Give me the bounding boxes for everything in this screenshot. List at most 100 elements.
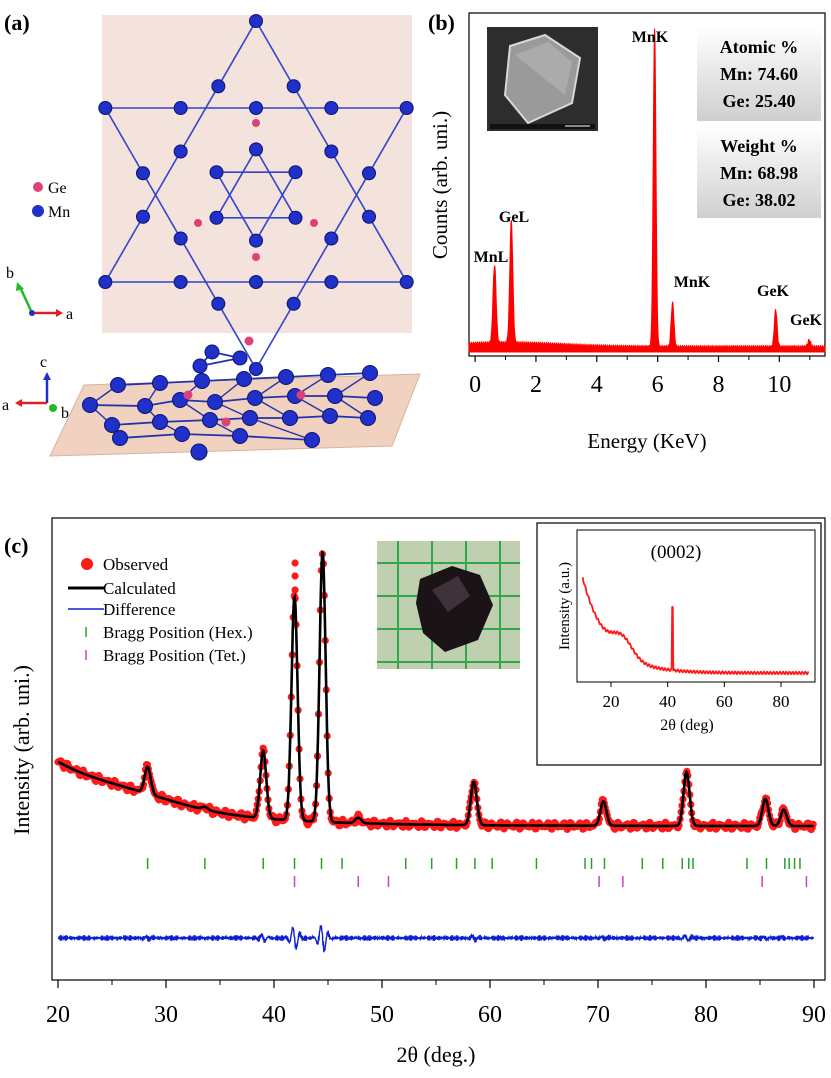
mn-atom: [207, 394, 223, 410]
side-bond: [239, 435, 313, 441]
mn-atom: [286, 296, 301, 311]
mn-atom: [399, 275, 414, 289]
xrd-tick-label: 20: [46, 1002, 70, 1028]
eds-peak-label: GeK: [757, 283, 790, 300]
mn-legend-label: Mn: [48, 204, 70, 221]
mn-atom: [236, 371, 252, 387]
ge-atom: [221, 417, 231, 427]
mn-atom: [211, 296, 226, 311]
eds-tick-label: 2: [530, 372, 542, 398]
mn-atom: [192, 358, 208, 374]
mn-atom: [209, 210, 224, 225]
xrd-tick-label: 50: [370, 1002, 394, 1028]
eds-peak-label: GeK: [790, 312, 823, 329]
crystal-photo: [377, 541, 520, 669]
c-axis-label: c: [40, 354, 47, 371]
ge-atom: [183, 390, 193, 400]
xrd-tick-label: 30: [154, 1002, 178, 1028]
xrd-tick-label: 60: [478, 1002, 502, 1028]
xrd-tick-label: 90: [802, 1002, 826, 1028]
atomic-mn: Mn: 74.60: [720, 64, 798, 84]
weight-title: Weight %: [720, 136, 798, 156]
mn-atom: [135, 209, 150, 224]
ge-legend-dot: [33, 182, 43, 192]
mn-atom: [304, 432, 320, 448]
xrd-x-axis-label: 2θ (deg.): [397, 1042, 476, 1067]
b-axis-dot: [49, 404, 57, 412]
mn-atom: [288, 165, 303, 180]
mn-atom: [173, 101, 188, 115]
ge-atom: [310, 219, 318, 227]
inset-tick-label: 40: [659, 692, 676, 711]
side-bond: [111, 421, 161, 426]
mn-atom: [324, 101, 339, 115]
mn-legend-dot: [32, 205, 44, 217]
eds-peak-label: MnL: [474, 249, 509, 266]
a-axis-label: a: [66, 306, 73, 323]
axes-origin: [29, 310, 35, 316]
legend-difference: Difference: [103, 600, 175, 619]
b-axis-arrow: [18, 286, 34, 314]
xrd-tick-label: 40: [262, 1002, 286, 1028]
atomic-ge: Ge: 25.40: [723, 91, 796, 111]
side-bond: [89, 404, 146, 407]
atom-legend: Ge Mn: [32, 180, 70, 221]
legend-observed-marker: [81, 558, 93, 570]
observed-point: [291, 572, 299, 580]
mn-atom: [324, 144, 339, 159]
axes-triad-top: b a: [6, 265, 73, 323]
observed-point: [291, 586, 299, 594]
eds-x-axis-label: Energy (KeV): [587, 429, 706, 453]
panel-b-label: (b): [428, 10, 455, 35]
side-bond: [159, 419, 211, 423]
mn-atom: [327, 388, 343, 404]
eds-tick-label: 0: [469, 372, 481, 398]
mn-atom: [286, 79, 301, 94]
mn-atom: [98, 101, 113, 115]
mn-atom: [173, 144, 188, 159]
mn-atom: [322, 408, 338, 424]
mn-atom: [173, 231, 188, 246]
ge-atom: [244, 336, 254, 346]
a-axis-arrowhead-bottom: [15, 399, 22, 407]
mn-atom: [360, 410, 376, 426]
mn-atom: [249, 101, 263, 115]
mn-bond: [215, 171, 257, 242]
mn-atom: [324, 275, 339, 289]
mn-atom: [82, 397, 98, 413]
eds-tick-label: 10: [767, 372, 791, 398]
mn-atom: [249, 142, 263, 157]
kagome-top-view: [98, 14, 414, 376]
mn-bond: [255, 148, 297, 219]
eds-plot-frame: [468, 12, 826, 357]
inset-x-axis-label: 2θ (deg): [660, 717, 713, 734]
mn-atom: [152, 414, 168, 430]
b-axis-label: b: [6, 265, 14, 282]
mn-atom: [174, 426, 190, 442]
weight-mn: Mn: 68.98: [720, 163, 798, 183]
weight-ge: Ge: 38.02: [723, 190, 796, 210]
side-bond: [181, 433, 241, 437]
eds-y-axis-label: Counts (arb. uni.): [428, 111, 452, 259]
mn-atom: [204, 344, 220, 360]
b-axis-label-bottom: b: [61, 405, 69, 422]
xrd-tick-label: 70: [586, 1002, 610, 1028]
panel-c-label: (c): [4, 533, 28, 558]
atomic-title: Atomic %: [720, 37, 798, 57]
crystal-sample: [416, 566, 493, 652]
ge-atom: [296, 390, 306, 400]
xrd-difference-line: [57, 925, 815, 953]
bragg-hex-ticks: [146, 858, 801, 869]
inset-tick-label: 60: [716, 692, 733, 711]
legend-bragg-hex: Bragg Position (Hex.): [103, 623, 253, 642]
sem-inset-image: [487, 27, 598, 131]
mn-atom: [324, 231, 339, 246]
mn-atom: [288, 210, 303, 225]
eds-tick-label: 6: [652, 372, 664, 398]
axes-triad-bottom: c a b: [2, 354, 69, 422]
inset-y-axis-label: Intensity (a.u.): [557, 562, 573, 650]
mn-atom: [282, 410, 298, 426]
bragg-tet-ticks: [293, 876, 808, 887]
